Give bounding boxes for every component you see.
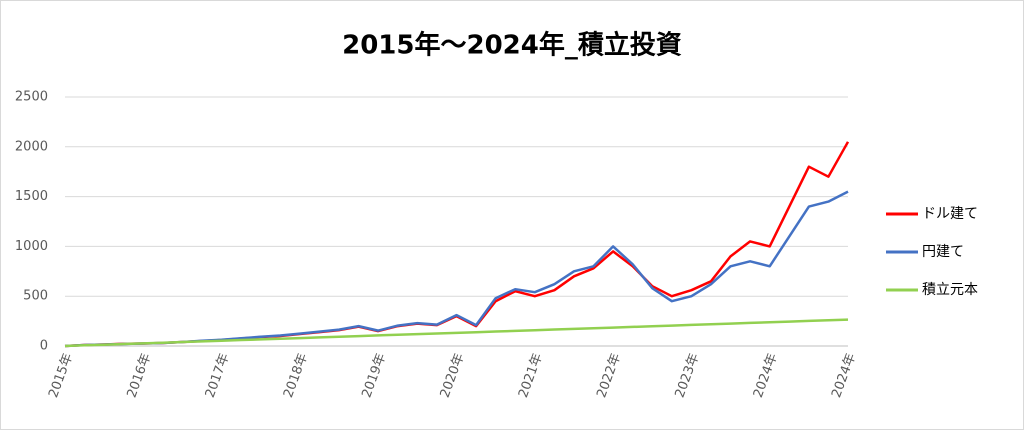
legend-label: ドル建て: [922, 206, 978, 222]
y-tick-label: 2500: [15, 90, 48, 105]
y-tick-label: 1000: [15, 239, 48, 254]
y-tick-label: 2000: [15, 139, 48, 154]
legend-label: 円建て: [922, 244, 964, 260]
series-line: [64, 318, 849, 348]
legend-label: 積立元本: [922, 282, 978, 298]
y-tick-label: 0: [40, 339, 48, 354]
chart-title: 2015年～2024年_積立投資: [342, 30, 682, 61]
y-tick-label: 1500: [15, 189, 48, 204]
y-tick-label: 500: [23, 289, 48, 304]
